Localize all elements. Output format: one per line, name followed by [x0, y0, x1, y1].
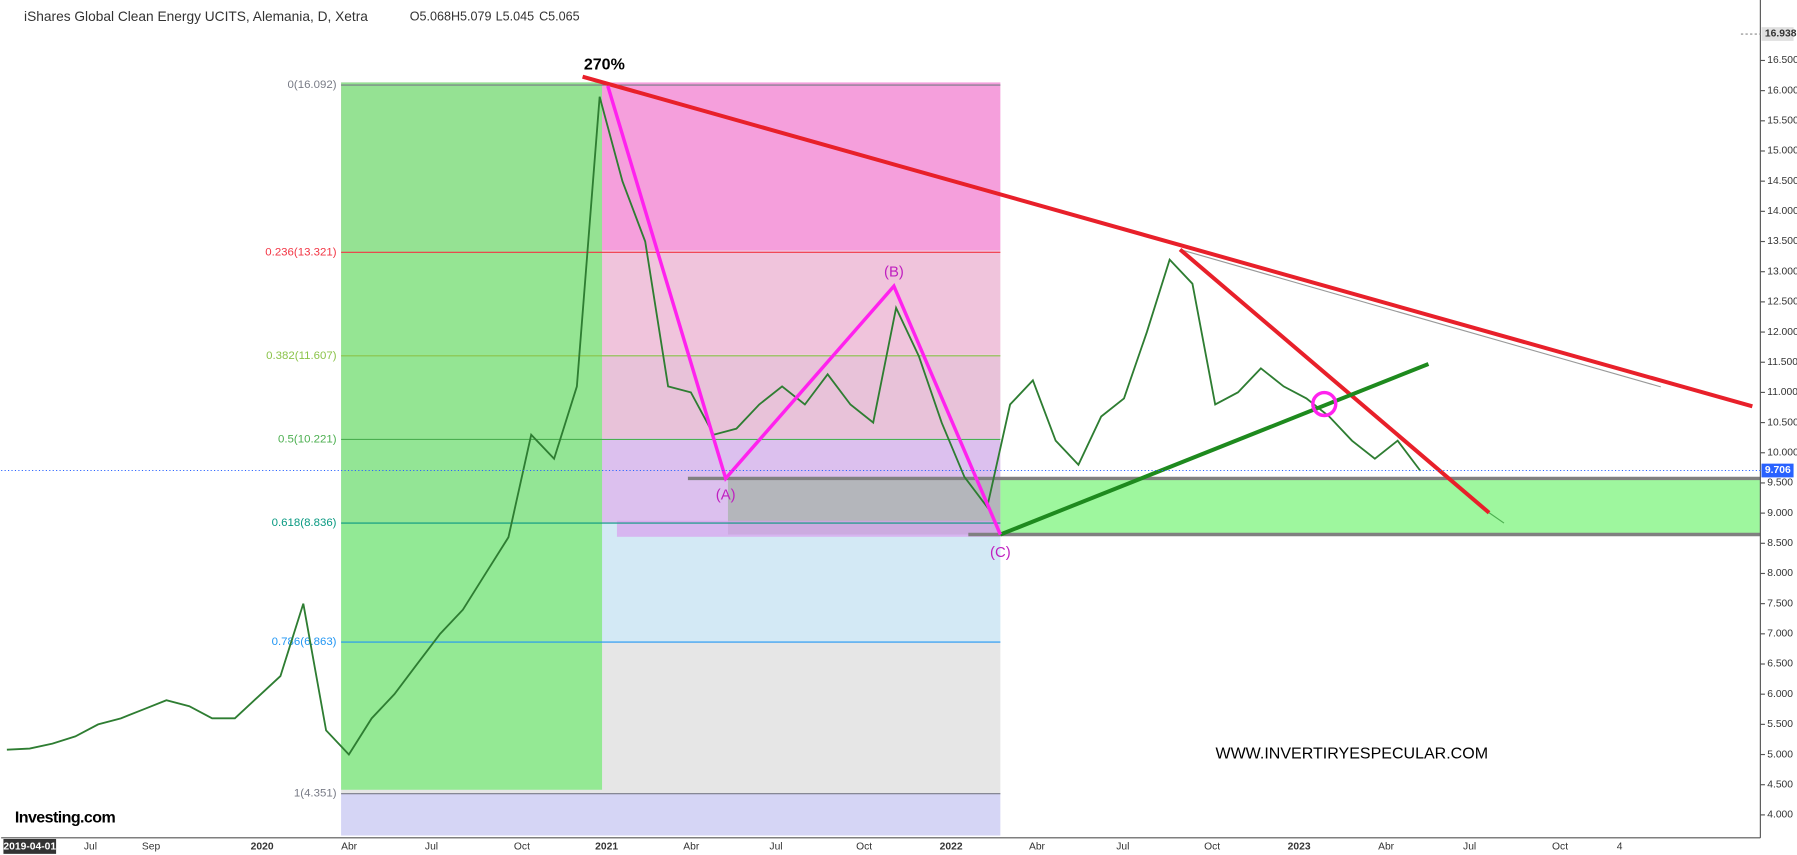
y-tick-label: 11.500: [1767, 357, 1797, 368]
axes: 4.000 4.500 5.000 5.500 6.000 6.500 7.000 7.500…: [1, 27, 1797, 854]
fib-label: 0.5(10.221): [278, 433, 337, 445]
x-tick-label: Abr: [683, 842, 700, 853]
abc-wave: [606, 85, 1002, 536]
chart-title: iShares Global Clean Energy UCITS, Alema…: [24, 9, 368, 24]
fib-levels: 0(16.092) 0.236(13.321) 0.382(11.607) 0.5(1…: [265, 79, 1001, 800]
last-price: 9.706: [1765, 465, 1791, 476]
x-tick-label: Jul: [84, 842, 97, 853]
annotation: 270%: [584, 55, 625, 73]
x-tick-label: 2019-04-01: [3, 842, 56, 853]
y-tick-label: 16.500: [1767, 55, 1797, 66]
y-tick-label: 10.000: [1767, 447, 1797, 458]
fib-label: 0.382(11.607): [266, 350, 337, 362]
x-tick-label: Abr: [1378, 842, 1395, 853]
fib-label: 0.618(8.836): [272, 517, 337, 529]
y-tick-label: 13.500: [1767, 236, 1797, 247]
y-tick-label: 14.500: [1767, 176, 1797, 187]
wave-label: (A): [716, 488, 736, 504]
top-price: 16.938: [1765, 29, 1797, 40]
y-tick-label: 13.000: [1767, 266, 1797, 277]
y-tick-label: 7.000: [1767, 629, 1793, 640]
y-tick-label: 4.500: [1767, 779, 1793, 790]
band: [341, 793, 1001, 836]
x-tick-label: Oct: [856, 842, 872, 853]
y-tick-label: 15.500: [1767, 116, 1797, 127]
x-tick-label: Abr: [341, 842, 358, 853]
y-tick-label: 15.000: [1767, 146, 1797, 157]
price-box: [1761, 463, 1794, 478]
y-tick-label: 10.500: [1767, 417, 1797, 428]
y-tick-label: 5.500: [1767, 719, 1793, 730]
price-box: [1761, 27, 1794, 41]
marker-circle: [1311, 390, 1338, 418]
y-tick-label: 16.000: [1767, 85, 1797, 96]
x-tick-label: 2021: [595, 842, 618, 853]
ohlc: C5.065: [539, 9, 580, 23]
x-tick-label: Sep: [142, 842, 161, 853]
ohlc: L5.045: [496, 9, 534, 23]
fib-label: 0(16.092): [288, 79, 337, 91]
fib-label: 1(4.351): [294, 788, 337, 800]
y-tick-label: 5.000: [1767, 749, 1793, 760]
x-tick-label: Jul: [1463, 842, 1476, 853]
x-tick-label: Jul: [425, 842, 438, 853]
fib-label: 0.236(13.321): [265, 246, 336, 258]
x-tick-label: Oct: [514, 842, 530, 853]
trend-line: [582, 74, 1753, 409]
logo: Investing.com: [15, 809, 116, 827]
trend-line: [1178, 247, 1491, 515]
y-tick-label: 12.000: [1767, 327, 1797, 338]
y-tick-label: 12.500: [1767, 297, 1797, 308]
x-tick-label: 2020: [251, 842, 274, 853]
y-tick-label: 8.000: [1767, 568, 1793, 579]
x-tick-label: Oct: [1204, 842, 1220, 853]
x-tick-label: 2023: [1288, 842, 1311, 853]
trend-line: [1488, 512, 1505, 524]
x-tick-label: Jul: [769, 842, 782, 853]
trend-line: [999, 362, 1430, 537]
y-tick-label: 4.000: [1767, 810, 1793, 821]
fib-label: 0.786(6.863): [272, 636, 337, 648]
wave-label: (B): [884, 264, 904, 280]
y-tick-label: 11.000: [1767, 387, 1797, 398]
y-tick-label: 8.500: [1767, 538, 1793, 549]
x-tick-label: 4: [1617, 842, 1623, 853]
x-tick-label: Abr: [1029, 842, 1046, 853]
x-tick-label: 2022: [940, 842, 963, 853]
watermark: WWW.INVERTIRYESPECULAR.COM: [1215, 745, 1488, 763]
wave-label: (C): [990, 545, 1011, 561]
ohlc: H5.079: [451, 9, 492, 23]
y-tick-label: 14.000: [1767, 206, 1797, 217]
y-tick-label: 6.500: [1767, 659, 1793, 670]
y-tick-label: 9.000: [1767, 508, 1793, 519]
zone: [616, 520, 1001, 537]
y-tick-label: 6.000: [1767, 689, 1793, 700]
x-tick-label: Jul: [1116, 842, 1129, 853]
green-zone: [1000, 478, 1761, 535]
y-tick-label: 7.500: [1767, 598, 1793, 609]
date-box: [3, 838, 57, 854]
green-box: [341, 82, 603, 790]
ohlc: O5.068: [410, 9, 451, 23]
trend-line: [1179, 248, 1661, 388]
y-tick-label: 9.500: [1767, 478, 1793, 489]
x-tick-label: Oct: [1552, 842, 1568, 853]
